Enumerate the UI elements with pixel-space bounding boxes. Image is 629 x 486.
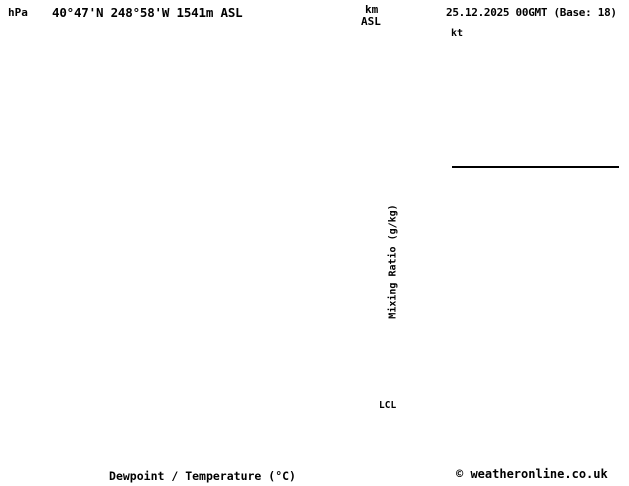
lcl-marker-label: LCL [379,400,397,411]
run-datetime-title: 25.12.2025 00GMT (Base: 18) [446,6,617,19]
hodograph-unit-label: kt [451,28,464,39]
indices-table [452,166,619,168]
copyright-label: © weatheronline.co.uk [456,467,608,481]
x-axis-title: Dewpoint / Temperature (°C) [109,469,296,483]
altitude-unit-km-label: km [365,3,379,16]
station-title: 40°47'N 248°58'W 1541m ASL [52,5,243,20]
mixing-ratio-axis-title: Mixing Ratio (g/kg) [387,204,399,319]
pressure-unit-label: hPa [8,6,28,19]
altitude-unit-asl-label: ASL [361,15,381,28]
